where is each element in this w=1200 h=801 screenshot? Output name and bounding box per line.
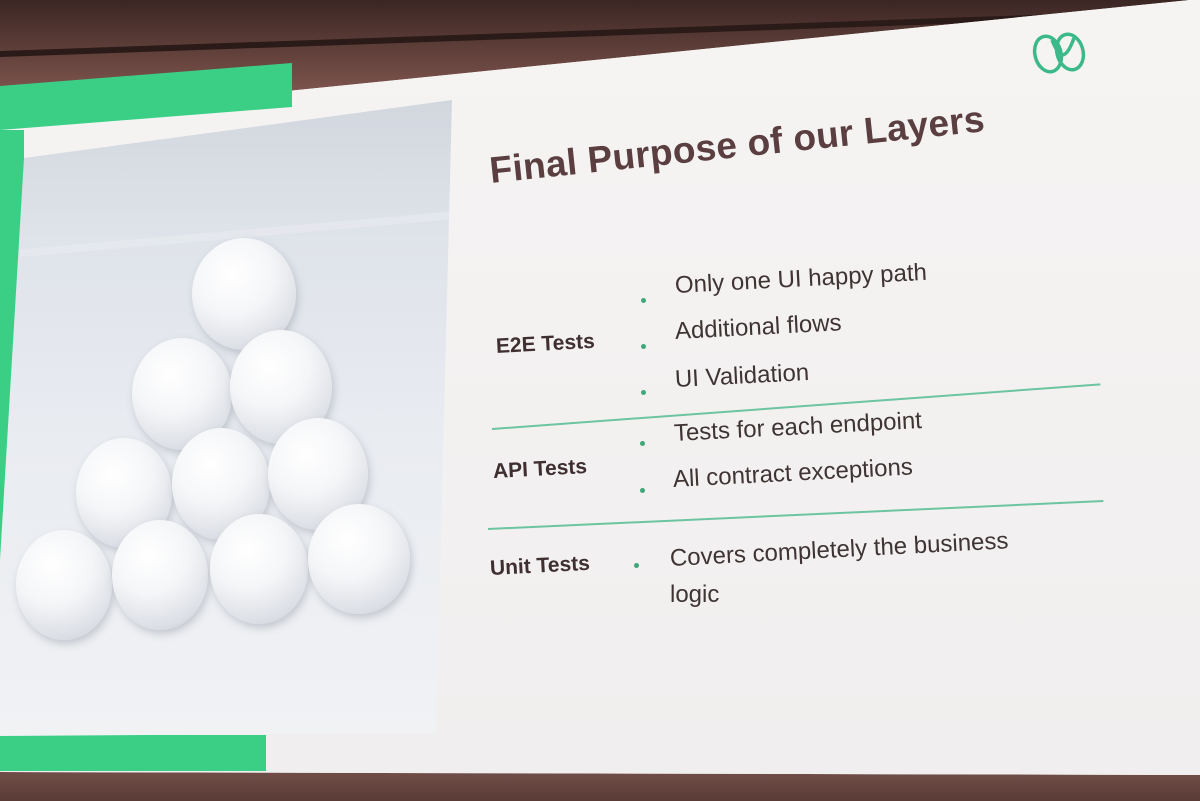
bullet-dot <box>641 344 646 349</box>
bullet-dot <box>634 563 639 568</box>
bullet-dot <box>640 441 645 446</box>
snowball <box>112 520 208 630</box>
bullet-dot <box>640 488 645 493</box>
infinity-loop-logo-icon <box>1032 32 1086 74</box>
bullet-dot <box>641 390 646 395</box>
snowball <box>16 530 112 640</box>
layer-label-api: API Tests <box>492 455 588 483</box>
bullet-dot <box>641 298 646 303</box>
bullet-unit-1-cont: logic <box>670 581 720 608</box>
snowball <box>210 514 308 624</box>
snowball <box>308 504 410 614</box>
accent-bar-bottom <box>0 735 266 771</box>
